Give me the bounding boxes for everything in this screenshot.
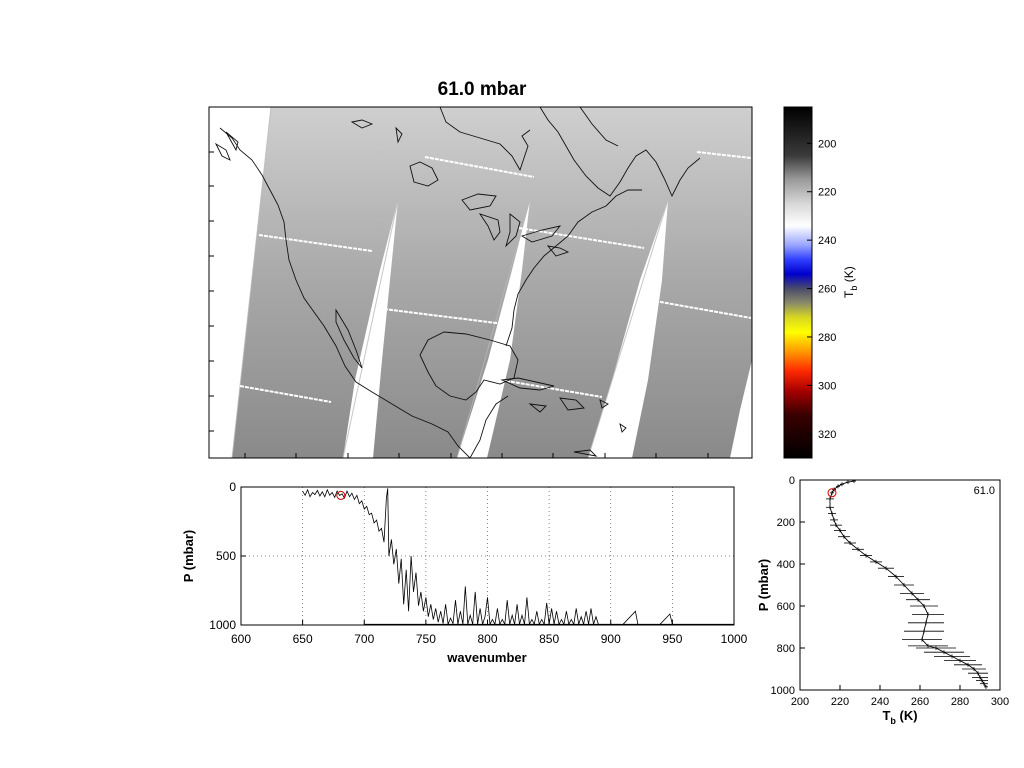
colorbar-tick-label: 320	[818, 429, 836, 441]
spectrum-ticks: 600 650 700 750 800 850 900 950 1000 0 500 1000	[209, 480, 747, 646]
profile-xtick-label: 240	[871, 696, 889, 708]
spectrum-panel: 600 650 700 750 800 850 900 950 1000 0 500 1000 wav…	[181, 480, 748, 665]
profile-xtick-label: 280	[951, 696, 969, 708]
profile-xtick-label: 260	[911, 696, 929, 708]
colorbar-tick-label: 280	[818, 332, 836, 344]
swath-edges	[231, 107, 669, 458]
swath-gap-3	[457, 200, 530, 458]
colorbar-tick-label: 240	[818, 235, 836, 247]
map-panel	[208, 106, 753, 459]
colorbar-tick-label: 200	[818, 138, 836, 150]
profile-frame	[799, 479, 1001, 691]
profile-ytick-label: 600	[777, 601, 795, 613]
spectrum-ytick-label: 500	[216, 549, 236, 563]
spectrum-xtick-label: 700	[354, 632, 374, 646]
profile-ytick-label: 400	[777, 559, 795, 571]
spectrum-xtick-label: 1000	[721, 632, 748, 646]
profile-errorbars	[826, 480, 988, 689]
chart-title: 61.0 mbar	[438, 79, 527, 100]
profile-ticks: 200 220 240 260 280 300 0 200 400 600 800 1000	[771, 475, 1010, 708]
profile-ytick-label: 0	[789, 475, 795, 487]
spectrum-xtick-label: 850	[539, 632, 559, 646]
spectrum-xtick-label: 800	[477, 632, 497, 646]
profile-xlabel: Tb (K)	[882, 708, 917, 726]
spectrum-xtick-label: 900	[601, 632, 621, 646]
profile-ytick-label: 200	[777, 517, 795, 529]
spectrum-ylabel: P (mbar)	[181, 530, 196, 583]
profile-ylabel: P (mbar)	[756, 559, 771, 612]
coastlines	[214, 107, 701, 458]
profile-marker	[827, 488, 837, 498]
profile-ytick-label: 1000	[771, 685, 795, 697]
colorbar-strip	[784, 107, 812, 458]
spectrum-grid	[241, 487, 734, 625]
spectrum-marker	[336, 490, 346, 500]
spectrum-ytick-label: 0	[229, 480, 236, 494]
profile-xtick-label: 300	[991, 696, 1009, 708]
spectrum-xtick-label: 950	[662, 632, 682, 646]
spectrum-xtick-label: 650	[293, 632, 313, 646]
spectrum-xtick-label: 750	[416, 632, 436, 646]
spectrum-ytick-label: 1000	[209, 618, 236, 632]
profile-series-line	[829, 480, 987, 688]
colorbar-ticks: 200 220 240 260 280 300 320	[807, 138, 836, 441]
colorbar-tick-label: 300	[818, 380, 836, 392]
colorbar-tick-label: 260	[818, 284, 836, 296]
spectrum-xtick-label: 600	[231, 632, 251, 646]
map-frame	[208, 106, 753, 459]
profile-xtick-label: 220	[831, 696, 849, 708]
profile-annotation: 61.0	[974, 485, 995, 497]
colorbar-tick-label: 220	[818, 187, 836, 199]
map-ticks	[209, 151, 709, 458]
colorbar-frame	[783, 106, 813, 459]
profile-ytick-label: 800	[777, 643, 795, 655]
swath-gap-1	[209, 107, 271, 458]
profile-xtick-label: 200	[791, 696, 809, 708]
spectrum-xlabel: wavenumber	[446, 650, 526, 665]
colorbar: 200 220 240 260 280 300 320 Tb (K)	[783, 106, 859, 459]
scanline-gaps	[239, 151, 752, 403]
profile-panel: 200 220 240 260 280 300 0 200 400 600 800 1000 61.0…	[756, 475, 1009, 726]
colorbar-label: Tb (K)	[842, 266, 859, 298]
swath-gap-5	[730, 360, 752, 458]
